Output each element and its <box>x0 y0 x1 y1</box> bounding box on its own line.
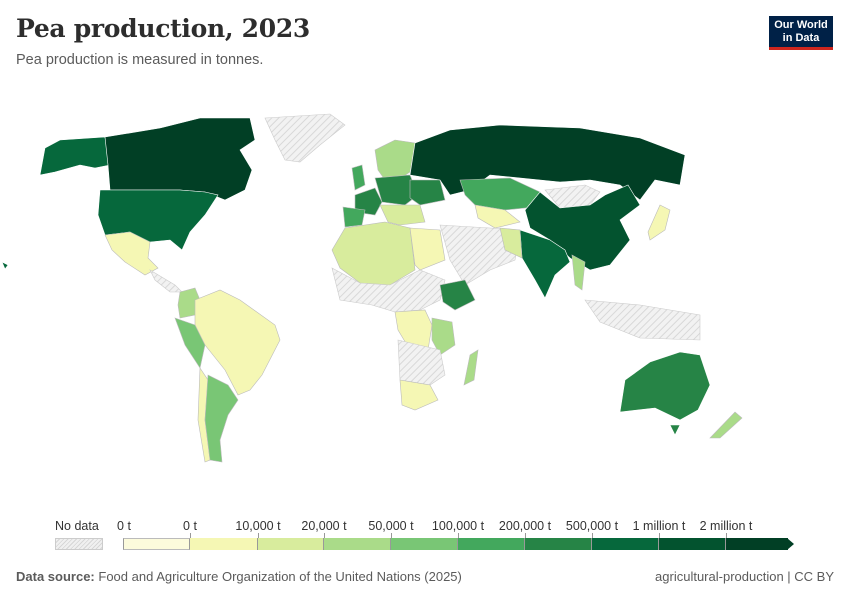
region-germany-poland[interactable] <box>374 174 419 206</box>
legend-bin[interactable] <box>592 538 659 550</box>
legend-tick-label: 0 t <box>183 519 197 533</box>
region-peru[interactable] <box>174 317 206 369</box>
region-madagascar[interactable] <box>463 349 479 386</box>
region-new-zealand[interactable] <box>709 411 743 439</box>
legend-bin[interactable] <box>726 538 788 550</box>
legend-tick <box>391 533 392 538</box>
owid-logo[interactable]: Our World in Data <box>769 16 833 50</box>
world-map[interactable] <box>0 100 850 500</box>
region-kazakhstan[interactable] <box>459 177 541 211</box>
region-spain[interactable] <box>342 206 366 228</box>
region-pakistan[interactable] <box>499 227 523 259</box>
legend-arrow-icon <box>787 538 794 550</box>
region-mongolia[interactable] <box>544 184 601 209</box>
region-tanzania[interactable] <box>431 317 456 356</box>
region-china[interactable] <box>524 184 641 271</box>
region-greenland[interactable] <box>264 113 346 163</box>
region-central-africa-nodata[interactable] <box>331 267 446 313</box>
region-russia[interactable] <box>409 124 686 201</box>
region-hawaii[interactable] <box>1 261 9 270</box>
region-middle-east[interactable] <box>439 224 521 286</box>
legend-tick-label: 1 million t <box>632 519 686 533</box>
legend-tick <box>258 533 259 538</box>
legend-bin[interactable] <box>391 538 458 550</box>
region-argentina[interactable] <box>204 374 239 463</box>
region-india[interactable] <box>519 229 571 299</box>
legend-bin[interactable] <box>659 538 726 550</box>
legend-bin[interactable] <box>525 538 592 550</box>
legend-tick <box>458 533 459 538</box>
legend-bin[interactable] <box>190 538 258 550</box>
region-alaska[interactable] <box>39 136 111 176</box>
legend-tick-label: 200,000 t <box>498 519 552 533</box>
region-uk[interactable] <box>351 164 366 191</box>
logo-line-1: Our World <box>774 19 828 31</box>
legend-bin[interactable] <box>458 538 525 550</box>
region-southern-africa-nodata[interactable] <box>397 339 446 386</box>
region-balkans-italy[interactable] <box>379 204 426 226</box>
data-source-label: Data source: <box>16 569 95 584</box>
legend-tick <box>592 533 593 538</box>
legend-tick <box>726 533 727 538</box>
region-canada[interactable] <box>104 117 256 201</box>
region-ethiopia[interactable] <box>439 279 476 311</box>
legend-tick <box>525 533 526 538</box>
region-mexico[interactable] <box>104 231 159 276</box>
region-central-america[interactable] <box>149 269 183 293</box>
legend-tick-label: 20,000 t <box>301 519 347 533</box>
chart-subtitle: Pea production is measured in tonnes. <box>16 52 264 68</box>
legend-no-data-swatch[interactable] <box>55 538 103 550</box>
legend-tick <box>659 533 660 538</box>
region-se-asia-nodata[interactable] <box>584 299 701 341</box>
legend-tick-label: 100,000 t <box>431 519 485 533</box>
data-source: Data source: Food and Agriculture Organi… <box>16 569 462 584</box>
region-south-africa[interactable] <box>399 379 439 411</box>
legend-tick-label: 500,000 t <box>565 519 619 533</box>
region-tasmania[interactable] <box>669 424 681 436</box>
legend-tick-label: 10,000 t <box>235 519 281 533</box>
chart-title: Pea production, 2023 <box>16 14 311 43</box>
legend-no-data-label: No data <box>55 519 99 533</box>
logo-line-2: in Data <box>782 32 820 44</box>
legend-tick-label: 0 t <box>117 519 131 533</box>
legend-bin[interactable] <box>324 538 391 550</box>
region-japan[interactable] <box>647 204 671 241</box>
legend-tick-label: 2 million t <box>699 519 753 533</box>
legend-tick <box>324 533 325 538</box>
legend-tick-label: 50,000 t <box>368 519 414 533</box>
footer-license[interactable]: agricultural-production | CC BY <box>655 569 834 584</box>
region-central-asia[interactable] <box>474 204 521 229</box>
region-myanmar[interactable] <box>571 254 586 291</box>
data-source-text[interactable]: Food and Agriculture Organization of the… <box>98 569 462 584</box>
region-egypt-sudan[interactable] <box>409 227 446 271</box>
region-australia[interactable] <box>619 351 711 421</box>
legend-bin[interactable] <box>123 538 190 550</box>
legend-tick <box>190 533 191 538</box>
region-ukraine[interactable] <box>409 179 446 206</box>
map-legend: No data 0 t 0 t 10,000 t 20,000 t 50,000… <box>0 515 850 555</box>
legend-bin[interactable] <box>258 538 324 550</box>
